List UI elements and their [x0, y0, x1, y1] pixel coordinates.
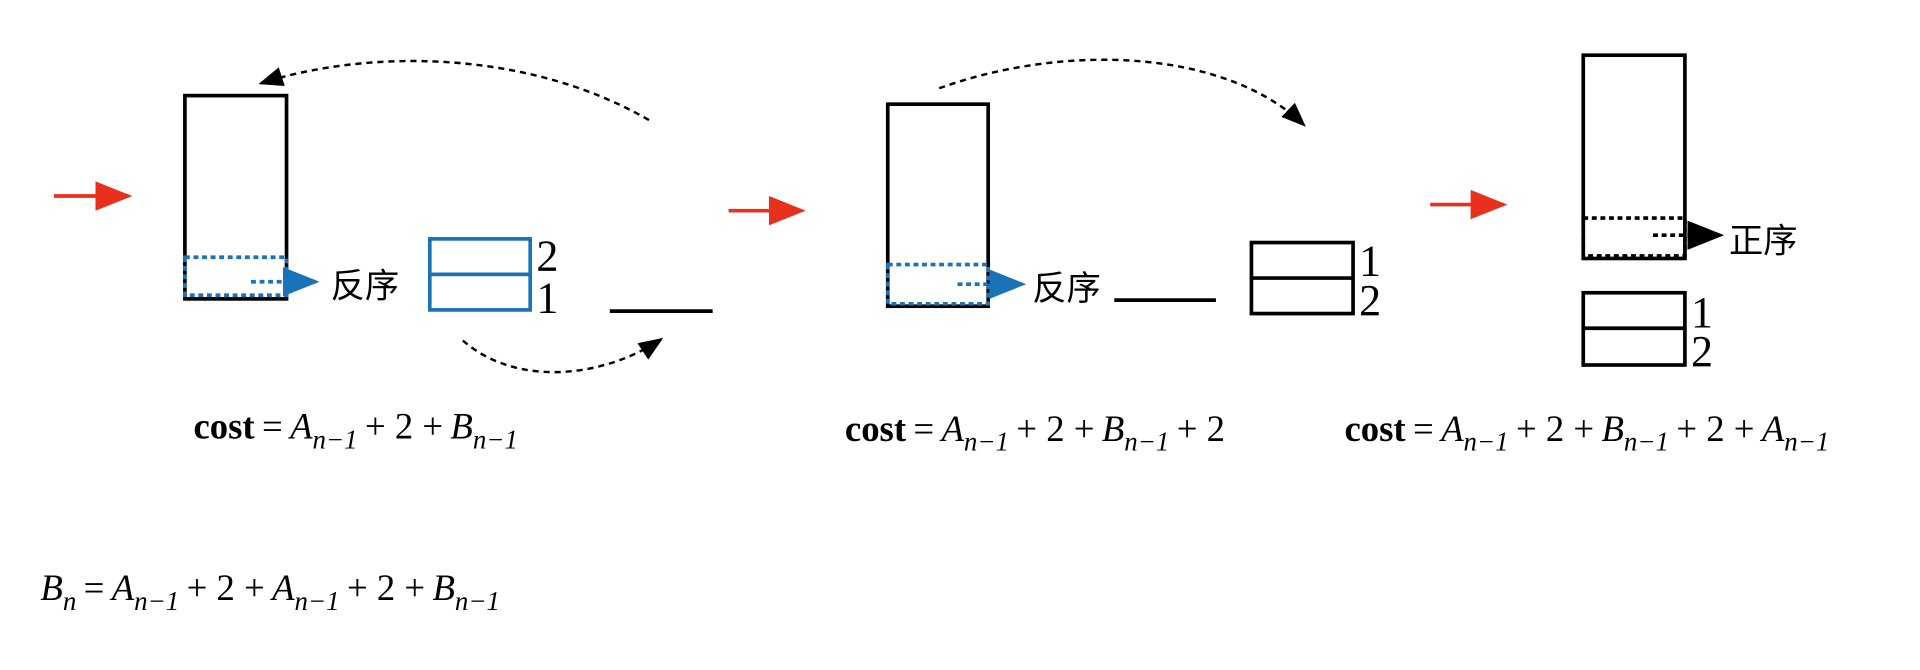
- dotted-block: [1581, 216, 1687, 258]
- operator: cost: [1344, 408, 1406, 449]
- formula: cost = An−1 + 2 + Bn−1 + 2 + An−1: [1344, 408, 1829, 457]
- operator: + 2 +: [187, 567, 265, 608]
- sort-label: 反序: [331, 267, 400, 307]
- dashed-curve: [258, 59, 650, 122]
- variable: B: [450, 405, 472, 446]
- subscript: n−1: [134, 586, 179, 616]
- variable: A: [938, 408, 964, 449]
- dotted-block: [183, 255, 289, 298]
- operator: cost: [845, 408, 907, 449]
- operator: + 2 +: [1016, 408, 1094, 449]
- subscript: n−1: [1464, 427, 1509, 457]
- operator: + 2 +: [365, 405, 443, 446]
- shapes: [53, 53, 1725, 374]
- subscript: n−1: [1784, 427, 1829, 457]
- dotted-block: [885, 262, 990, 306]
- variable: B: [432, 567, 454, 608]
- variable: A: [269, 567, 295, 608]
- subscript: n−1: [295, 586, 340, 616]
- operator: =: [262, 405, 283, 446]
- operator: =: [84, 567, 105, 608]
- stack-label: 1: [1691, 288, 1713, 337]
- variable: B: [1102, 408, 1124, 449]
- operator: =: [1413, 408, 1434, 449]
- subscript: n−1: [455, 586, 500, 616]
- variable: A: [287, 405, 313, 446]
- subscript: n−1: [1124, 427, 1169, 457]
- rod: [885, 102, 990, 309]
- dashed-curve: [462, 337, 664, 374]
- stack-label: 2: [1359, 276, 1381, 325]
- variable: A: [109, 567, 135, 608]
- variable: A: [1438, 408, 1464, 449]
- variable: B: [1601, 408, 1623, 449]
- stack-label: 1: [536, 273, 558, 322]
- formula: cost = An−1 + 2 + Bn−1: [193, 405, 517, 454]
- operator: + 2: [1177, 408, 1225, 449]
- variable: A: [1759, 408, 1785, 449]
- formula: Bn = An−1 + 2 + An−1 + 2 + Bn−1: [40, 567, 500, 616]
- subscript: n: [63, 586, 76, 616]
- operator: + 2 +: [347, 567, 425, 608]
- rod: [183, 93, 289, 301]
- subscript: n−1: [473, 424, 518, 454]
- sort-label: 正序: [1729, 221, 1798, 261]
- dashed-curve: [938, 58, 1306, 127]
- formula: cost = An−1 + 2 + Bn−1 + 2: [845, 408, 1225, 457]
- operator: cost: [193, 405, 255, 446]
- stack-label: 1: [1359, 237, 1381, 286]
- stack-label: 2: [536, 232, 558, 281]
- sort-label: 反序: [1032, 269, 1101, 309]
- subscript: n−1: [1624, 427, 1669, 457]
- rod: [1581, 53, 1687, 261]
- operator: + 2 +: [1676, 408, 1754, 449]
- subscript: n−1: [964, 427, 1009, 457]
- stack-label: 2: [1691, 327, 1713, 376]
- variable: B: [40, 567, 62, 608]
- operator: + 2 +: [1516, 408, 1594, 449]
- operator: =: [913, 408, 934, 449]
- subscript: n−1: [313, 424, 358, 454]
